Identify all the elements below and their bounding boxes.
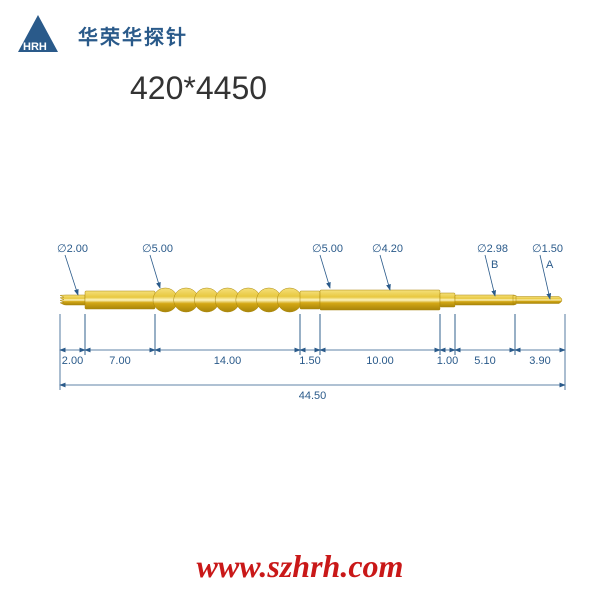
svg-text:10.00: 10.00: [366, 355, 394, 367]
svg-text:1.50: 1.50: [299, 355, 320, 367]
svg-text:7.00: 7.00: [109, 355, 130, 367]
technical-drawing: ∅2.00 ∅5.00 ∅5.00 ∅4.20 ∅2.98 B ∅1.50 A 2.00 7.0…: [20, 150, 580, 450]
probe-part: [60, 288, 562, 312]
footer-url: www.szhrh.com: [0, 548, 600, 585]
svg-text:B: B: [491, 259, 498, 271]
svg-text:3.90: 3.90: [529, 355, 550, 367]
svg-text:2.00: 2.00: [62, 355, 83, 367]
brand-name: 华荣华探针: [78, 21, 188, 50]
page-title: 420*4450: [130, 70, 267, 107]
svg-text:44.50: 44.50: [299, 390, 327, 402]
svg-text:∅5.00: ∅5.00: [312, 243, 343, 255]
length-dimensions: 2.00 7.00 14.00 1.50 10.00 1.00 5.10 3.90 44.50: [60, 314, 565, 402]
svg-text:∅2.00: ∅2.00: [57, 243, 88, 255]
header: HRH 华荣华探针: [10, 10, 188, 60]
svg-text:∅4.20: ∅4.20: [372, 243, 403, 255]
svg-text:1.00: 1.00: [437, 355, 458, 367]
svg-text:∅1.50: ∅1.50: [532, 243, 563, 255]
svg-text:5.10: 5.10: [474, 355, 495, 367]
logo: HRH: [10, 10, 70, 60]
diameter-callouts: ∅2.00 ∅5.00 ∅5.00 ∅4.20 ∅2.98 B ∅1.50 A: [57, 243, 563, 299]
logo-text: HRH: [23, 41, 47, 53]
svg-text:14.00: 14.00: [214, 355, 242, 367]
svg-text:∅5.00: ∅5.00: [142, 243, 173, 255]
svg-text:∅2.98: ∅2.98: [477, 243, 508, 255]
svg-text:A: A: [546, 259, 554, 271]
